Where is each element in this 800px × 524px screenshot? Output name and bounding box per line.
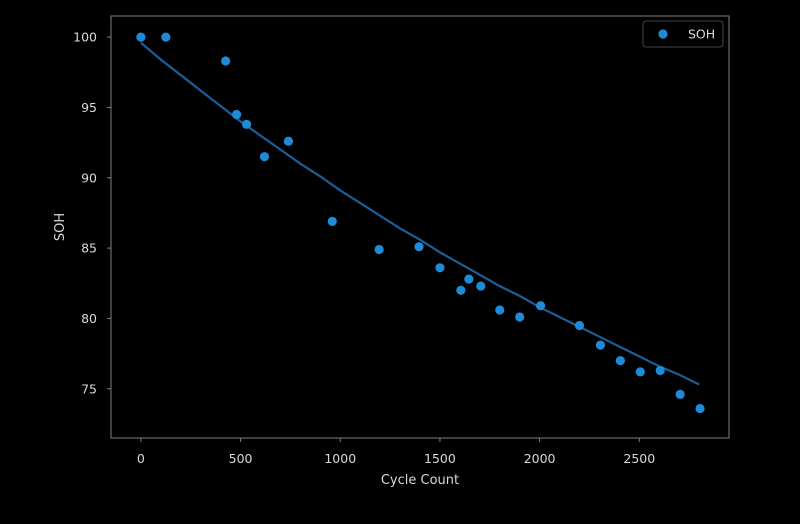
y-tick-label: 85: [81, 241, 97, 256]
x-axis-ticks: 0 500 1000 1500 2000 2500: [137, 438, 655, 466]
data-point: [327, 216, 337, 226]
data-point: [464, 274, 474, 284]
y-tick-label: 90: [81, 170, 97, 185]
x-tick-label: 0: [137, 451, 145, 466]
x-axis-label: Cycle Count: [381, 473, 459, 488]
data-point: [231, 109, 242, 120]
x-tick-label: 500: [229, 451, 253, 466]
data-point: [221, 56, 231, 66]
data-point: [595, 340, 606, 350]
data-point: [283, 136, 294, 146]
data-point: [161, 32, 171, 42]
data-point: [374, 244, 384, 255]
data-point: [574, 320, 585, 331]
x-tick-label: 1000: [324, 451, 356, 466]
data-point: [615, 356, 625, 366]
data-point: [655, 365, 665, 376]
legend-label: SOH: [688, 27, 715, 42]
legend: SOH: [642, 20, 724, 48]
data-point: [414, 242, 424, 252]
plot-frame: [110, 15, 730, 439]
data-point: [456, 285, 466, 295]
x-tick-label: 2500: [623, 451, 655, 466]
y-tick-label: 100: [73, 30, 97, 45]
data-point: [136, 32, 146, 42]
y-tick-label: 80: [81, 311, 97, 326]
legend-box: [642, 20, 724, 48]
y-axis-ticks: 75 80 85 90 95 100: [73, 30, 111, 396]
data-point: [241, 119, 252, 129]
data-point: [259, 152, 270, 162]
data-point: [495, 305, 505, 315]
data-point: [675, 389, 685, 399]
y-tick-label: 95: [81, 100, 97, 115]
y-axis-label: SOH: [53, 213, 68, 241]
data-point: [635, 367, 645, 377]
legend-marker: [658, 29, 668, 39]
data-point: [536, 301, 546, 311]
x-tick-label: 1500: [424, 451, 456, 466]
x-tick-label: 2000: [524, 451, 556, 466]
data-point: [435, 263, 445, 273]
data-point: [695, 403, 705, 414]
data-points: [136, 32, 705, 414]
data-point: [515, 312, 525, 322]
y-tick-label: 75: [81, 381, 97, 396]
data-point: [476, 281, 486, 291]
